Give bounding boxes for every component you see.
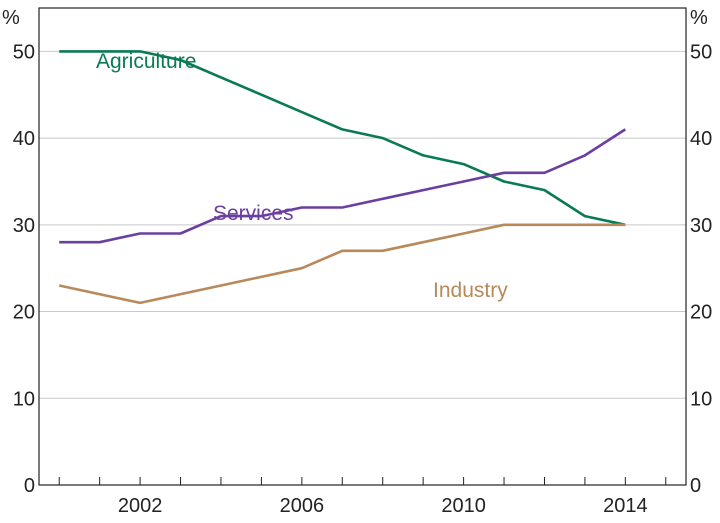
series-line-services	[59, 128, 627, 244]
y-tick-label-left-50: 50	[13, 41, 35, 63]
tick-marks: 0 0 10 10 20 20 30 30 40 40 50 50 2002 2006 2010 2014	[13, 41, 713, 517]
series-line-agriculture	[59, 50, 626, 227]
y-tick-label-right-20: 20	[690, 302, 712, 324]
y-tick-label-right-10: 10	[690, 388, 712, 410]
y-tick-label-left-40: 40	[13, 128, 35, 150]
series-lines	[58, 50, 627, 305]
y-tick-label-right-0: 0	[690, 475, 701, 497]
axes	[38, 7, 687, 486]
x-tick-label-2014: 2014	[603, 495, 648, 517]
y-tick-label-left-10: 10	[13, 388, 35, 410]
series-label-industry: Industry	[433, 279, 508, 302]
x-tick-label-2010: 2010	[441, 495, 486, 517]
series-label-services: Services	[213, 202, 294, 225]
y-tick-label-right-50: 50	[690, 41, 712, 63]
y-tick-label-left-0: 0	[24, 475, 35, 497]
y-unit-right: %	[690, 7, 708, 29]
y-tick-label-left-20: 20	[13, 302, 35, 324]
grid-lines	[39, 50, 686, 399]
series-labels: Agriculture Services Industry	[96, 50, 508, 302]
y-tick-label-right-40: 40	[690, 128, 712, 150]
y-tick-label-right-30: 30	[690, 215, 712, 237]
x-tick-label-2002: 2002	[118, 495, 163, 517]
y-tick-label-left-30: 30	[13, 215, 35, 237]
x-tick-label-2006: 2006	[280, 495, 325, 517]
series-line-industry	[58, 223, 626, 305]
series-label-agriculture: Agriculture	[96, 50, 196, 73]
plot-frame	[38, 7, 687, 486]
y-unit-left: %	[2, 7, 20, 29]
